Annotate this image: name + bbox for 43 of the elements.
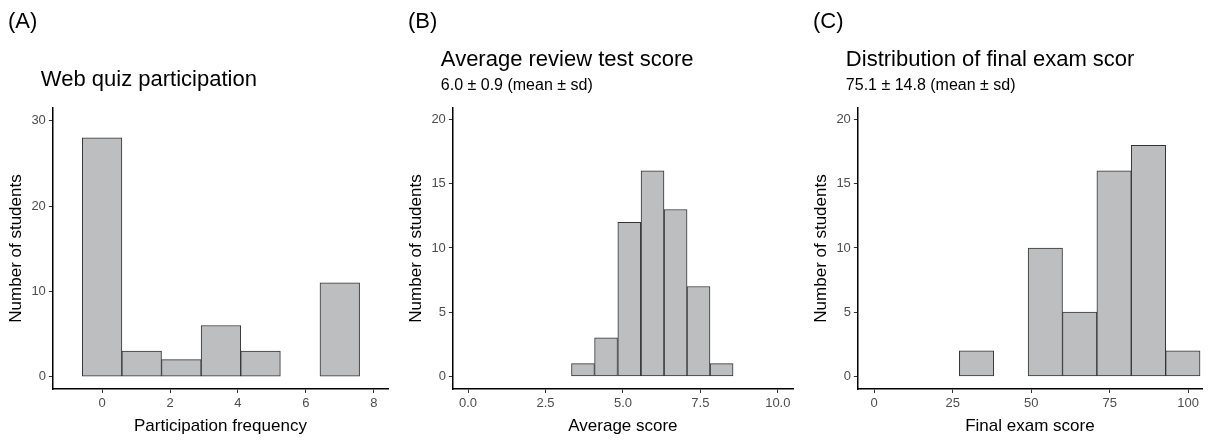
x-tick-label: 8	[370, 395, 378, 411]
x-tick-label: 7.5	[691, 395, 710, 411]
x-tick-label: 10.0	[765, 395, 791, 411]
x-tick-label: 6	[302, 395, 310, 411]
y-tick-label: 0	[438, 367, 446, 383]
x-tick-label: 0.0	[459, 395, 478, 411]
x-tick-label: 4	[234, 395, 242, 411]
y-tick-label: 20	[31, 197, 46, 213]
y-tick-label: 5	[843, 303, 851, 319]
chart-subtitle: 75.1 ± 14.8 (mean ± sd)	[845, 76, 1016, 93]
chart-subtitle: 6.0 ± 0.9 (mean ± sd)	[440, 76, 593, 93]
x-tick-label: 50	[1023, 395, 1039, 411]
y-tick-label: 0	[843, 367, 851, 383]
y-tick-label: 30	[31, 112, 46, 128]
y-tick-label: 10	[31, 282, 46, 298]
x-tick-label: 2	[166, 395, 174, 411]
chart-title: Web quiz participation	[40, 66, 257, 91]
y-axis-title: Number of students	[810, 174, 830, 323]
chart-title: Distribution of final exam scor	[845, 46, 1135, 71]
y-tick-label: 10	[431, 239, 446, 255]
y-tick-label: 20	[836, 111, 851, 127]
x-tick-label: 25	[945, 395, 960, 411]
x-axis-title: Final exam score	[965, 416, 1095, 436]
y-tick-label: 15	[431, 175, 446, 191]
y-tick-label: 15	[836, 175, 851, 191]
chart-title: Average review test score	[440, 46, 694, 71]
y-tick-label: 20	[431, 111, 446, 127]
x-axis-title: Participation frequency	[133, 416, 308, 436]
x-tick-label: 2.5	[536, 395, 555, 411]
y-axis-title: Number of students	[405, 174, 425, 323]
x-axis-title: Average score	[568, 416, 678, 436]
y-tick-label: 5	[438, 303, 446, 319]
y-tick-label: 0	[38, 368, 46, 384]
text: (C)	[813, 8, 844, 34]
text: (B)	[408, 8, 438, 34]
x-tick-label: 5.0	[613, 395, 632, 411]
x-tick-label: 0	[98, 395, 106, 411]
x-tick-label: 0	[870, 395, 878, 411]
y-tick-label: 10	[836, 239, 851, 255]
x-tick-label: 100	[1177, 395, 1200, 411]
text: (A)	[8, 8, 38, 34]
y-axis-title: Number of students	[5, 174, 25, 323]
x-tick-label: 75	[1102, 395, 1117, 411]
